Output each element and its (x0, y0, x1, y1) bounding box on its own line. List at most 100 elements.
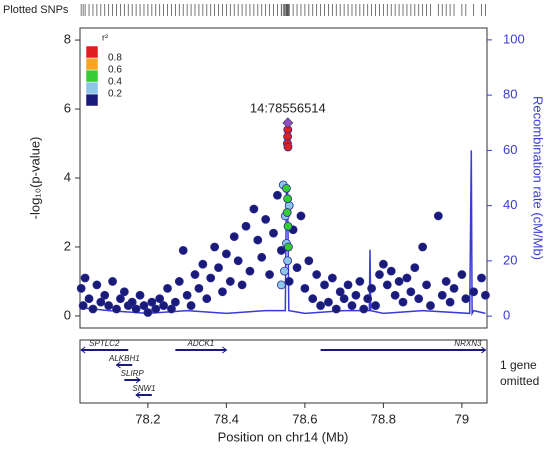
snp-point (283, 142, 293, 152)
index-snp-label: 14:78556514 (250, 100, 326, 115)
gene-label: SLIRP (121, 369, 145, 378)
snp-point (221, 249, 231, 259)
snp-point (76, 283, 86, 293)
snp-point (116, 294, 125, 304)
gene-note: omitted (500, 374, 539, 388)
snp-point (382, 280, 392, 290)
y2-tick-label: 0 (503, 308, 510, 323)
snp-point (108, 277, 117, 286)
snp-point (359, 304, 369, 314)
snp-point (151, 304, 161, 314)
legend-swatch (85, 93, 99, 107)
snp-point (127, 297, 137, 307)
snp-point (282, 183, 291, 193)
snp-point (80, 273, 90, 283)
snp-point (355, 277, 365, 286)
recombination-line (81, 150, 486, 317)
snp-point (257, 252, 267, 262)
x-tick-label: 78.6 (292, 411, 317, 426)
gene-arrow (222, 346, 228, 354)
snp-point (449, 283, 459, 293)
snp-point (426, 301, 435, 310)
snp-point (371, 301, 380, 310)
snp-point (292, 263, 302, 273)
snp-point (324, 297, 333, 307)
gene-arrow (135, 391, 141, 399)
snp-point (343, 280, 353, 290)
snp-point (92, 280, 102, 290)
snp-point (300, 283, 310, 293)
snp-point (147, 297, 157, 307)
snp-point (202, 294, 212, 304)
snp-point (84, 294, 94, 304)
snp-point (206, 273, 216, 283)
x-tick-label: 78.8 (371, 411, 396, 426)
snp-point (284, 277, 294, 286)
y2-tick-label: 80 (503, 87, 517, 102)
y-tick-label: 8 (64, 32, 71, 47)
gene-label: SNW1 (132, 384, 155, 393)
legend-label: 0.4 (108, 77, 122, 88)
snp-point (112, 304, 121, 314)
snp-point (143, 308, 153, 317)
y2-tick-label: 60 (503, 142, 517, 157)
snp-point (229, 232, 239, 242)
snp-point (331, 304, 341, 314)
gene-arrow (115, 361, 121, 369)
snp-point (233, 256, 243, 266)
snp-point (210, 242, 220, 252)
snp-point (214, 263, 223, 273)
snp-point (283, 256, 293, 266)
y-tick-label: 2 (64, 238, 71, 253)
snp-point (283, 221, 293, 231)
snp-point (265, 270, 274, 279)
legend-swatch (85, 45, 99, 59)
snp-point (445, 297, 455, 307)
snp-point (283, 194, 293, 204)
snp-point (406, 287, 416, 297)
snp-point (96, 297, 106, 307)
x-tick-label: 79 (455, 411, 469, 426)
snp-point (155, 294, 165, 304)
snp-point (402, 273, 412, 283)
snp-point (88, 304, 98, 314)
snp-point (182, 290, 192, 300)
snp-point (237, 280, 247, 290)
gene-arrow (481, 346, 487, 354)
rug-title: Plotted SNPs (3, 4, 69, 16)
snp-point (481, 290, 490, 300)
snp-point (304, 256, 314, 266)
snp-point (378, 259, 388, 269)
snp-point (104, 301, 114, 310)
snp-point (418, 242, 428, 252)
y-axis-label: -log₁₀(p-value) (27, 137, 42, 220)
snp-point (316, 301, 325, 310)
y-tick-label: 0 (64, 307, 71, 322)
legend-swatch (85, 81, 99, 95)
snp-point (410, 263, 420, 273)
snp-point (284, 242, 293, 252)
snp-point (225, 277, 235, 286)
snp-point (457, 270, 467, 279)
snp-point (327, 273, 337, 283)
y-tick-label: 4 (64, 169, 71, 184)
snp-point (437, 290, 447, 300)
snp-point (241, 221, 251, 231)
gene-arrow (80, 346, 86, 354)
x-tick-label: 78.2 (135, 411, 160, 426)
snp-point (347, 301, 357, 310)
snp-point (100, 290, 110, 300)
snp-point (414, 294, 424, 304)
snp-point (312, 270, 322, 279)
snp-point (78, 301, 88, 310)
x-tick-label: 78.4 (214, 411, 239, 426)
snp-point (351, 290, 361, 300)
snp-point (269, 228, 278, 238)
gene-label: NRXN3 (454, 339, 482, 348)
legend-swatch (85, 57, 99, 71)
snp-point (280, 266, 289, 276)
gene-label: SPTLC2 (89, 339, 120, 348)
snp-point (296, 211, 306, 221)
snp-point (163, 283, 172, 293)
snp-point (131, 304, 141, 314)
